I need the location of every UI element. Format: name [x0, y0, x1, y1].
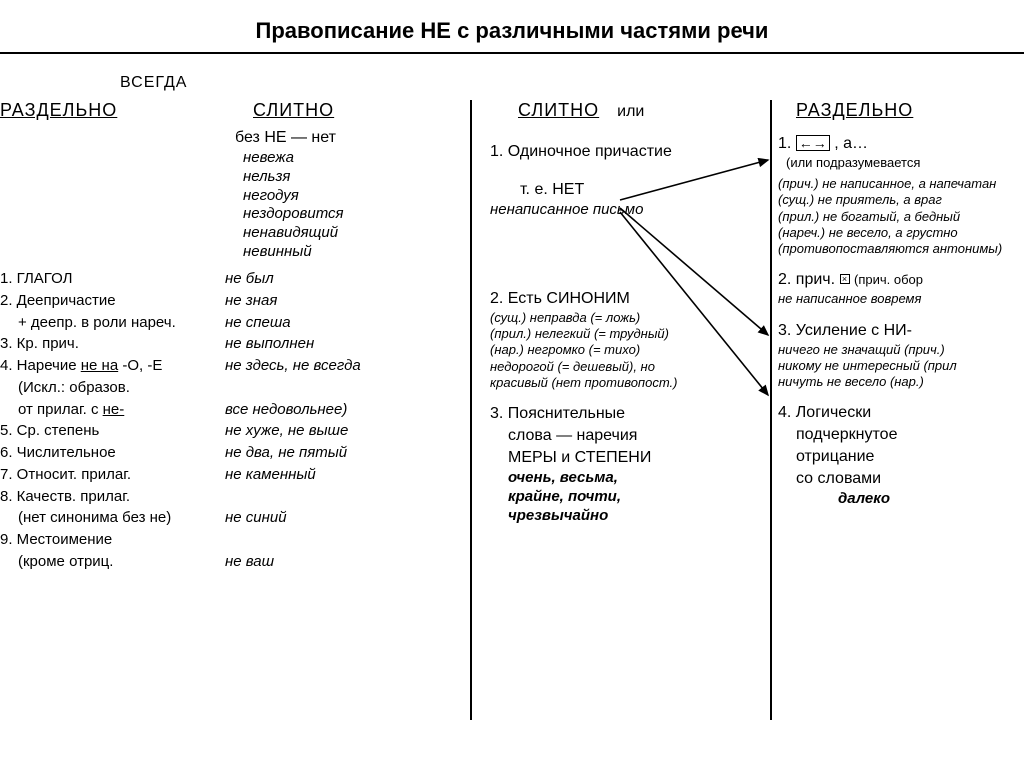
d-i1-0: (прич.) не написанное, а напечатан: [778, 176, 1024, 192]
col-b-sub: без НЕ — нет: [235, 129, 460, 147]
c-i1-sub: т. е. НЕТ: [520, 181, 755, 199]
col-d-head: РАЗДЕЛЬНО: [796, 100, 1024, 121]
lt-r2bl: + деепр. в роли нареч.: [0, 312, 225, 334]
c-i1-ex: ненаписанное письмо: [490, 201, 755, 220]
lt-r3l: 3. Кр. прич.: [0, 333, 225, 355]
c-i3-e2: крайне, почти,: [490, 488, 755, 507]
bw1: нельзя: [225, 168, 460, 187]
c-i3-h3: МЕРЫ и СТЕПЕНИ: [490, 449, 755, 467]
lt-r2br: не спеша: [225, 312, 450, 334]
lt-r7l: 7. Относит. прилаг.: [0, 464, 225, 486]
d-i3: 3. Усиление с НИ- ничего не значащий (пр…: [778, 322, 1024, 391]
d-i1-h: 1. ←→ , а…: [778, 135, 1024, 153]
d-i2: 2. прич. × (прич. обор не написанное вов…: [778, 271, 1024, 307]
d-i2-ex: не написанное вовремя: [778, 291, 1024, 307]
c-i2: 2. Есть СИНОНИМ (сущ.) неправда (= ложь)…: [490, 290, 755, 391]
lt-r9br: не ваш: [225, 551, 450, 573]
c-i1-h: 1. Одиночное причастие: [490, 143, 755, 161]
c-i3-h1: 3. Пояснительные: [490, 405, 755, 423]
divider-1: [470, 100, 472, 720]
bw2: негодуя: [225, 187, 460, 206]
c-i2-3: недорогой (= дешевый), но: [490, 359, 755, 375]
c-i2-1: (прил.) нелегкий (= трудный): [490, 326, 755, 342]
col-a-head: РАЗДЕЛЬНО: [0, 100, 225, 121]
d-i1-2: (прил.) не богатый, а бедный: [778, 209, 1024, 225]
col-b-head: СЛИТНО: [253, 100, 460, 121]
columns: РАЗДЕЛЬНО СЛИТНО без НЕ — нет невежа нел…: [0, 100, 1024, 760]
lt-r5r: не хуже, не выше: [225, 420, 450, 442]
bw3: нездоровится: [225, 205, 460, 224]
d-i1-4: (противопоставляются антонимы): [778, 241, 1024, 257]
d-i1: 1. ←→ , а… (или подразумевается (прич.) …: [778, 135, 1024, 257]
c-i2-h: 2. Есть СИНОНИМ: [490, 290, 755, 308]
lt-r8bl: (нет синонима без не): [0, 507, 225, 529]
lt-r8l: 8. Качеств. прилаг.: [0, 486, 225, 508]
d-i4-ex: далеко: [838, 490, 1024, 509]
d-i4-h4: со словами: [778, 470, 1024, 488]
col-b: СЛИТНО без НЕ — нет невежа нельзя негоду…: [225, 100, 460, 262]
lt-r4r: не здесь, не всегда: [225, 355, 450, 377]
c-i3-e1: очень, весьма,: [490, 469, 755, 488]
lt-r1l: 1. ГЛАГОЛ: [0, 268, 225, 290]
d-i3-2: ничуть не весело (нар.): [778, 374, 1024, 390]
lt-r9r: [225, 529, 450, 551]
lt-r2l: 2. Деепричастие: [0, 290, 225, 312]
or-label: или: [617, 103, 644, 121]
d-i3-h: 3. Усиление с НИ-: [778, 322, 1024, 340]
lt-r9l: 9. Местоимение: [0, 529, 225, 551]
lt-r5l: 5. Ср. степень: [0, 420, 225, 442]
lt-r4bl: (Искл.: образов.: [0, 377, 225, 399]
d-i2-h: 2. прич. × (прич. обор: [778, 271, 1024, 289]
d-i4-h2: подчеркнутое: [778, 426, 1024, 444]
lt-r4br: [225, 377, 450, 399]
lt-r4cl: от прилаг. с не-: [0, 399, 225, 421]
d-i1-sub: (или подразумевается: [786, 155, 1024, 170]
c-i3-e3: чрезвычайно: [490, 507, 755, 526]
lt-r1r: не был: [225, 268, 450, 290]
d-i4-h1: 4. Логически: [778, 404, 1024, 422]
d-i3-1: никому не интересный (прил: [778, 358, 1024, 374]
col-a: РАЗДЕЛЬНО: [0, 100, 225, 129]
d-i3-0: ничего не значащий (прич.): [778, 342, 1024, 358]
c-i1: 1. Одиночное причастие т. е. НЕТ ненапис…: [490, 143, 755, 220]
c-i3-h2: слова — наречия: [490, 427, 755, 445]
c-i3: 3. Пояснительные слова — наречия МЕРЫ и …: [490, 405, 755, 525]
vsegda-label: ВСЕГДА: [120, 74, 187, 92]
d-i1-1: (сущ.) не приятель, а враг: [778, 192, 1024, 208]
page-title: Правописание НЕ с различными частями реч…: [0, 0, 1024, 52]
lt-r7r: не каменный: [225, 464, 450, 486]
col-c: СЛИТНО или 1. Одиночное причастие т. е. …: [490, 100, 755, 525]
lt-r4cr: все недовольнее): [225, 399, 450, 421]
bw0: невежа: [225, 149, 460, 168]
col-d: РАЗДЕЛЬНО 1. ←→ , а… (или подразумеваетс…: [778, 100, 1024, 509]
d-i1-3: (нареч.) не весело, а грустно: [778, 225, 1024, 241]
lt-r4l: 4. Наречие не на -О, -Е: [0, 355, 225, 377]
lt-r8r: [225, 486, 450, 508]
lt-r6l: 6. Числительное: [0, 442, 225, 464]
d-i4: 4. Логически подчеркнутое отрицание со с…: [778, 404, 1024, 509]
bw4: ненавидящий: [225, 224, 460, 243]
title-rule: [0, 52, 1024, 54]
c-i2-4: красивый (нет противопост.): [490, 375, 755, 391]
col-c-head: СЛИТНО: [518, 100, 599, 121]
divider-2: [770, 100, 772, 720]
bw5: невинный: [225, 243, 460, 262]
left-table: 1. ГЛАГОЛне был 2. Деепричастиене зная +…: [0, 268, 460, 573]
lt-r8br: не синий: [225, 507, 450, 529]
lt-r2r: не зная: [225, 290, 450, 312]
d-i4-h3: отрицание: [778, 448, 1024, 466]
c-i2-0: (сущ.) неправда (= ложь): [490, 310, 755, 326]
lt-r3r: не выполнен: [225, 333, 450, 355]
lt-r9bl: (кроме отриц.: [0, 551, 225, 573]
c-i2-2: (нар.) негромко (= тихо): [490, 342, 755, 358]
lt-r6r: не два, не пятый: [225, 442, 450, 464]
